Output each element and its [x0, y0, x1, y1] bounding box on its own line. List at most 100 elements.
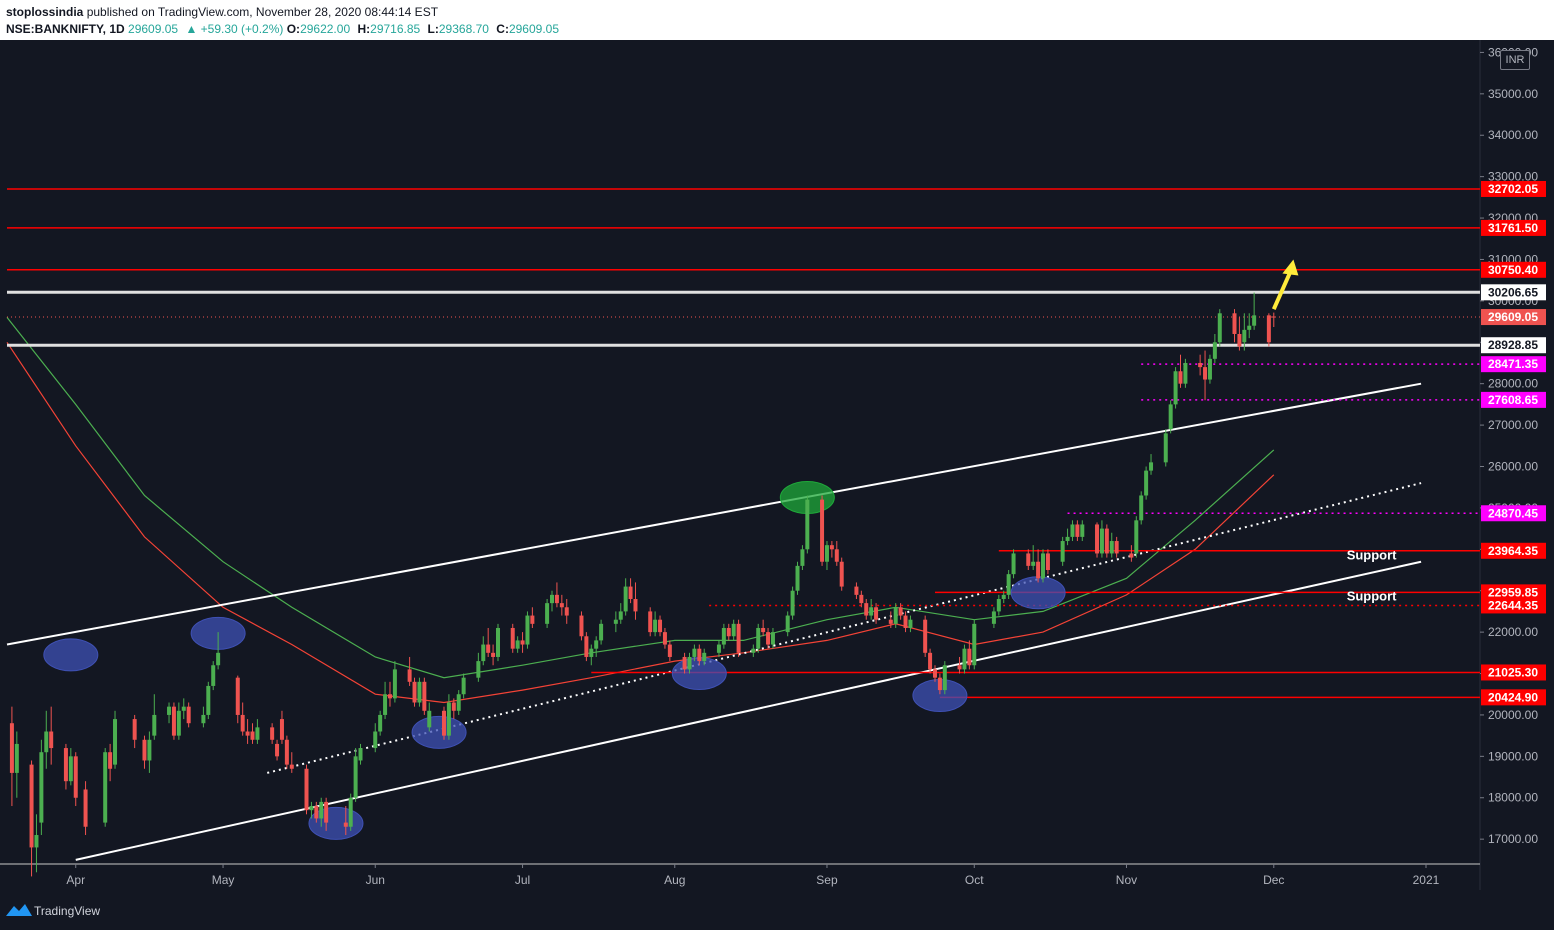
level-price-tag [1481, 284, 1546, 301]
candle-body [667, 644, 672, 657]
highlight-ellipse[interactable] [43, 638, 99, 672]
candle-body [1065, 536, 1070, 542]
author-name[interactable]: stoplossindia [6, 5, 84, 19]
candle-body [186, 706, 191, 724]
candle-body [422, 681, 427, 711]
published-text: published on TradingView.com, November 2… [86, 5, 439, 19]
level-price-tag [1481, 356, 1546, 373]
candle-body [726, 627, 731, 637]
candle-body [103, 752, 108, 823]
candle-body [216, 652, 221, 666]
brand-name[interactable]: TradingView [34, 904, 101, 918]
candle-body [108, 752, 113, 769]
candle-body [1075, 524, 1080, 537]
candle-body [348, 797, 353, 827]
candle-body [1217, 313, 1222, 343]
candle-body [113, 719, 118, 765]
y-tick-label: 26000.00 [1488, 459, 1538, 473]
candle-body [383, 694, 388, 715]
candle-body [456, 694, 461, 711]
published-line: stoplossindia published on TradingView.c… [6, 5, 438, 19]
candle-body [736, 623, 741, 653]
candle-body [491, 652, 496, 657]
candle-body [751, 648, 756, 653]
candle-body [211, 665, 216, 686]
level-price-tag [1481, 309, 1546, 326]
candle-body [923, 619, 928, 653]
level-price-label: 21025.30 [1488, 665, 1538, 679]
candle-body [9, 723, 14, 773]
channel-trend-line[interactable] [6, 382, 1422, 646]
candle-body [761, 627, 766, 633]
level-price-tag [1481, 542, 1546, 559]
level-price-tag [1481, 505, 1546, 522]
currency-badge[interactable]: INR [1500, 50, 1530, 70]
candle-body [1070, 524, 1075, 537]
candle-body [510, 627, 515, 649]
candle-body [1114, 541, 1119, 554]
level-price-label: 23964.35 [1488, 544, 1538, 558]
candle-body [628, 586, 633, 599]
candle-body [937, 677, 942, 691]
candle-body [991, 611, 996, 624]
candle-body [255, 727, 260, 740]
candle-body [1144, 470, 1149, 496]
candle-body [731, 623, 736, 637]
candle-body [451, 702, 456, 711]
candle-body [304, 768, 309, 811]
candle-body [662, 632, 667, 645]
up-arrow-head[interactable] [1282, 259, 1299, 276]
y-tick-label: 35000.00 [1488, 87, 1538, 101]
candle-body [545, 603, 550, 624]
candle-body [39, 752, 44, 823]
candle-body [559, 603, 564, 608]
candle-body [176, 710, 181, 736]
candle-body [486, 644, 491, 653]
candle-body [481, 644, 486, 662]
price-chart[interactable]: 17000.0018000.0019000.0020000.0021000.00… [0, 40, 1554, 890]
up-arrow-shaft[interactable] [1271, 268, 1294, 310]
ohlc-legend: NSE:BANKNIFTY, 1D 29609.05 ▲ +59.30 (+0.… [6, 22, 563, 36]
candle-body [1212, 342, 1217, 359]
symbol-label[interactable]: NSE:BANKNIFTY, 1D [6, 22, 125, 36]
candle-body [839, 561, 844, 587]
channel-trend-line[interactable] [75, 560, 1422, 861]
candle-body [441, 710, 446, 736]
candle-body [785, 615, 790, 633]
level-price-label: 28471.35 [1488, 357, 1538, 371]
highlight-ellipse[interactable] [411, 715, 467, 749]
support-annotation[interactable]: Support [1347, 548, 1397, 563]
candle-body [869, 607, 874, 616]
close-label: C: [496, 22, 509, 36]
candle-body [594, 640, 599, 649]
candle-body [756, 627, 761, 649]
publication-header: stoplossindia published on TradingView.c… [0, 0, 1554, 40]
candle-body [1080, 524, 1085, 537]
candle-body [378, 714, 383, 732]
candle-body [623, 586, 628, 612]
tradingview-logo-icon[interactable] [6, 902, 32, 918]
candle-body [275, 743, 280, 757]
candle-body [1168, 404, 1173, 430]
moving-average-line [6, 341, 1275, 704]
candle-body [1247, 325, 1252, 330]
x-tick-label: May [212, 873, 235, 887]
candle-body [1095, 524, 1100, 554]
open-value: 29622.00 [300, 22, 351, 36]
candle-body [1178, 371, 1183, 384]
candle-body [1139, 495, 1144, 521]
candle-body [692, 648, 697, 657]
support-annotation[interactable]: Support [1347, 589, 1397, 604]
candle-body [653, 619, 658, 633]
candle-body [579, 615, 584, 637]
candle-body [427, 710, 432, 728]
candle-body [63, 748, 68, 782]
candle-body [530, 615, 535, 624]
candle-body [314, 806, 319, 819]
candle-body [554, 594, 559, 604]
level-price-tag [1481, 391, 1546, 408]
last-price: 29609.05 [128, 22, 179, 36]
candle-body [550, 594, 555, 604]
candle-body [284, 739, 289, 765]
candle-body [1149, 462, 1154, 471]
